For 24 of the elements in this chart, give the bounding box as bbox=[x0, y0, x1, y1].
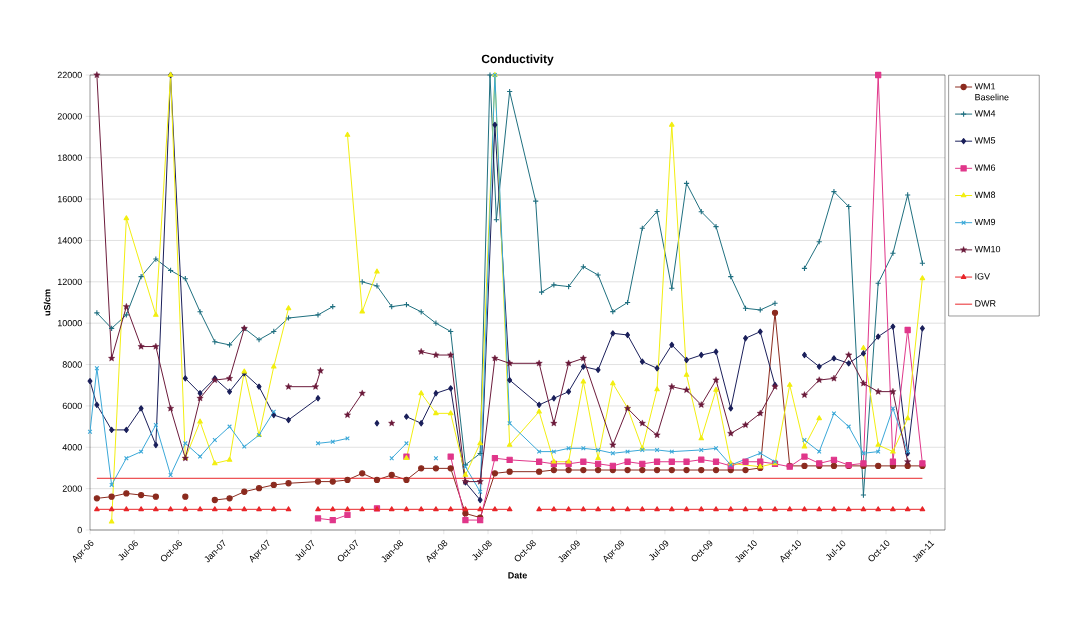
legend-label: WM4 bbox=[974, 110, 996, 117]
legend-label: DWR bbox=[975, 300, 996, 307]
y-tick-label: 10000 bbox=[57, 320, 82, 327]
legend-label: WM8 bbox=[974, 191, 996, 198]
y-axis-title: uS/cm bbox=[43, 289, 51, 316]
legend-label: WM6 bbox=[974, 164, 996, 171]
y-tick-label: 8000 bbox=[62, 361, 82, 368]
y-tick-label: 18000 bbox=[57, 154, 82, 161]
legend-label: IGV bbox=[975, 273, 991, 280]
y-tick-label: 22000 bbox=[57, 71, 82, 79]
y-tick-label: 12000 bbox=[57, 278, 82, 285]
legend-label: WM9 bbox=[974, 218, 996, 226]
chart-title: Conductivity bbox=[481, 54, 554, 66]
legend-label: WM10 bbox=[974, 245, 1001, 253]
y-tick-label: 20000 bbox=[57, 113, 82, 120]
legend-label: WM5 bbox=[974, 137, 996, 144]
y-tick-label: 2000 bbox=[62, 485, 82, 492]
y-tick-label: 16000 bbox=[57, 195, 82, 203]
y-tick-label: 6000 bbox=[62, 402, 82, 410]
y-tick-label: 14000 bbox=[57, 237, 82, 244]
x-axis-title: Date bbox=[508, 572, 527, 579]
y-tick-label: 4000 bbox=[62, 444, 82, 451]
y-tick-label: 0 bbox=[77, 526, 82, 534]
legend-label: WM1 Baseline bbox=[974, 83, 1009, 101]
